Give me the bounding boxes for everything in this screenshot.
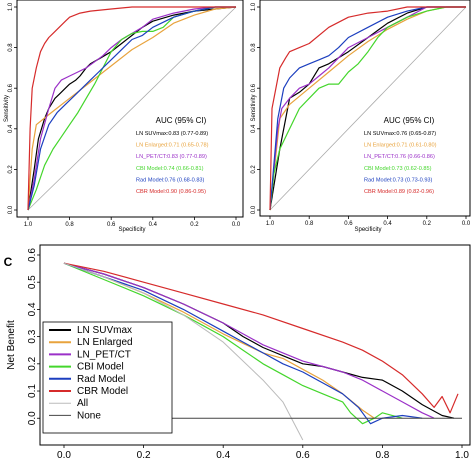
series-line-cbi-model xyxy=(27,6,236,211)
x-tick-label: 0.4 xyxy=(149,222,158,228)
y-tick-label: 0.4 xyxy=(8,124,14,133)
legend-entry: LN Enlarged:0.71 (0.61-0.80) xyxy=(364,143,437,149)
series-line-rad-model xyxy=(27,6,236,211)
x-tick-label: 0.6 xyxy=(296,450,310,461)
legend-entry: Rad Model:0.76 (0.68-0.83) xyxy=(136,177,205,183)
y-tick-label: 0.8 xyxy=(8,43,14,52)
legend-box xyxy=(42,321,173,434)
series-line-ln-suvmax xyxy=(269,6,466,211)
y-tick-label: 0.5 xyxy=(27,275,38,289)
series-line-cbr-model xyxy=(269,6,466,211)
y-tick-label: 0.0 xyxy=(251,205,257,214)
legend-entry: CBR Model xyxy=(77,386,128,397)
x-axis-label: Specificity xyxy=(354,227,381,233)
x-tick-label: 0.6 xyxy=(107,222,116,228)
y-tick-label: 0.3 xyxy=(27,329,38,343)
x-tick-label: 0.2 xyxy=(137,450,151,461)
series-line-ln-enlarged xyxy=(27,6,237,211)
decision-curve-panel: 0.0 0.2 0.4 0.6 0.8 1.0 0.0 0.1 0.2 0.3 0.4 0.5 0.6 N… xyxy=(4,244,471,461)
series-line-cbr-model xyxy=(63,262,459,414)
series-line-cbi-model xyxy=(63,262,403,425)
legend-title: AUC (95% CI) xyxy=(156,116,207,125)
series-line-ln-pet-ct xyxy=(27,6,236,211)
y-axis-label: Sensitivity xyxy=(251,94,257,121)
x-tick-label: 0.8 xyxy=(65,222,74,228)
y-tick-label: 0.4 xyxy=(27,302,38,316)
x-tick-label: 0.6 xyxy=(344,221,353,227)
y-tick-label: 0.2 xyxy=(251,165,257,174)
y-axis-label: Sensitivity xyxy=(4,95,10,122)
x-tick-label: 0.4 xyxy=(383,221,392,227)
plot-frame xyxy=(259,0,471,217)
series-line-cbi-model xyxy=(269,6,466,211)
legend-title: AUC (95% CI) xyxy=(384,116,435,125)
legend-entry: CBI Model:0.74 (0.66-0.81) xyxy=(136,166,204,172)
x-tick-label: 0.0 xyxy=(462,221,471,227)
x-tick-label: 0.8 xyxy=(375,450,389,461)
x-tick-label: 0.0 xyxy=(232,222,241,228)
x-tick-label: 0.0 xyxy=(57,450,71,461)
legend-entry: LN_PET/CT:0.83 (0.77-0.89) xyxy=(136,154,207,160)
roc-panel-right: 1.0 0.8 0.6 0.4 0.2 0.0 0.0 0.2 0.4 0.6 0.8 1.0 Spec… xyxy=(251,0,471,233)
series-line-cbr-model xyxy=(27,6,236,211)
chance-line xyxy=(269,6,467,211)
legend-entry: All xyxy=(77,398,88,409)
y-tick-label: 0.6 xyxy=(27,248,38,262)
x-tick-label: 0.4 xyxy=(216,450,230,461)
y-tick-label: 1.0 xyxy=(8,2,14,11)
legend-entry: LN SUVmax:0.83 (0.77-0.89) xyxy=(136,131,208,137)
legend-entry: Rad Model xyxy=(77,374,125,385)
series-line-ln-pet-ct xyxy=(269,6,466,211)
legend-entry: CBR Model:0.90 (0.86-0.95) xyxy=(136,189,206,195)
legend-entry: CBI Model xyxy=(77,362,124,373)
legend-entry: CBR Model:0.89 (0.82-0.96) xyxy=(364,189,434,195)
legend-entry: CBI Model:0.73 (0.62-0.85) xyxy=(364,166,432,172)
plot-frame xyxy=(16,0,244,218)
y-tick-label: 0.1 xyxy=(27,384,38,398)
series-line-ln-pet-ct xyxy=(63,262,435,419)
legend-entry: LN Enlarged xyxy=(77,337,133,348)
y-axis-label: Net Benefit xyxy=(6,320,17,370)
legend-entry: LN_PET/CT xyxy=(77,349,131,360)
plot-frame xyxy=(39,244,471,446)
y-tick-label: 0.4 xyxy=(251,124,257,133)
y-tick-label: 0.0 xyxy=(27,411,38,425)
series-line-all xyxy=(63,262,304,441)
x-tick-label: 0.2 xyxy=(423,221,432,227)
y-tick-label: 0.6 xyxy=(251,83,257,92)
series-line-rad-model xyxy=(63,262,423,425)
chance-line xyxy=(27,6,237,211)
x-tick-label: 1.0 xyxy=(455,450,469,461)
legend-entry: LN Enlarged:0.71 (0.65-0.78) xyxy=(136,143,209,149)
roc-panel-left: 1.0 0.8 0.6 0.4 0.2 0.0 0.0 0.2 0.4 0.6 0.8 1.0 Spec… xyxy=(4,0,244,233)
x-axis-label: Specificity xyxy=(118,227,145,233)
x-tick-label: 1.0 xyxy=(24,222,33,228)
y-tick-label: 0.8 xyxy=(251,43,257,52)
legend-entry: LN_PET/CT:0.76 (0.66-0.86) xyxy=(364,154,435,160)
x-tick-label: 0.2 xyxy=(190,222,199,228)
y-tick-label: 1.0 xyxy=(251,2,257,11)
x-tick-label: 1.0 xyxy=(266,221,275,227)
y-tick-label: 0.2 xyxy=(8,165,14,174)
y-tick-label: 0.6 xyxy=(8,83,14,92)
panel-label: C xyxy=(4,255,13,269)
y-tick-label: 0.0 xyxy=(8,205,14,214)
legend-entry: LN SUVmax:0.76 (0.65-0.87) xyxy=(364,131,436,137)
legend-entry: None xyxy=(77,410,101,421)
y-tick-label: 0.2 xyxy=(27,356,38,370)
legend-entry: LN SUVmax xyxy=(77,325,132,336)
legend-entry: Rad Model:0.73 (0.73-0.93) xyxy=(364,177,433,183)
x-tick-label: 0.8 xyxy=(305,221,314,227)
series-line-rad-model xyxy=(269,6,466,211)
